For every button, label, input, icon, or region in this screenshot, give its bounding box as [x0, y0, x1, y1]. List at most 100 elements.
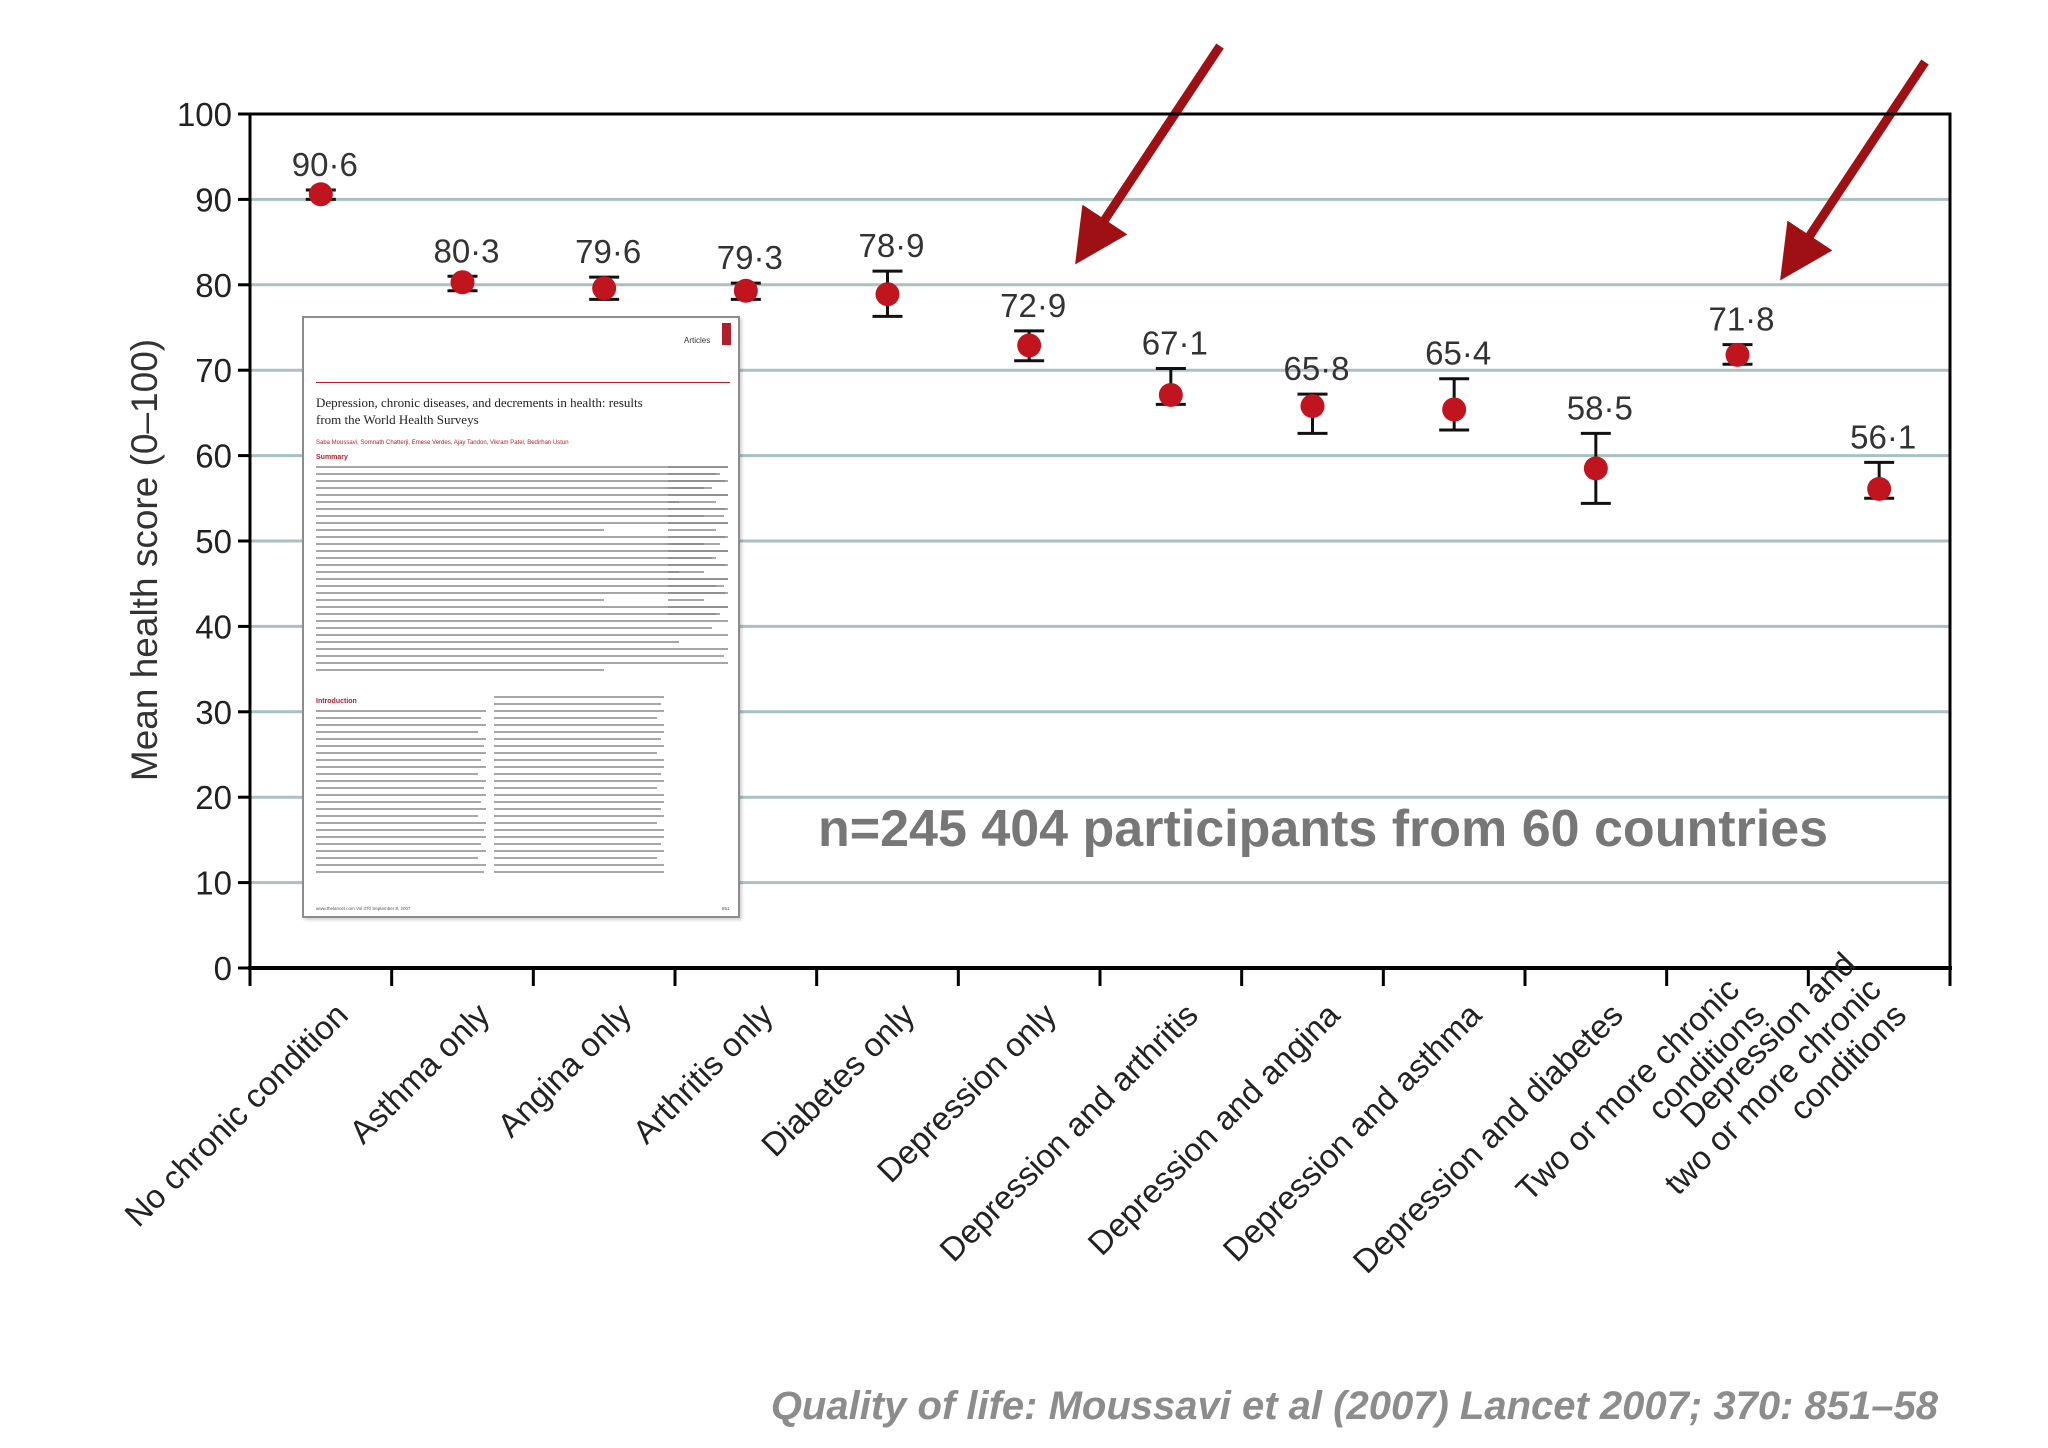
sample-size-note: n=245 404 participants from 60 countries — [818, 800, 1829, 858]
margin-notes — [668, 466, 728, 620]
text-line — [494, 815, 664, 817]
text-line — [316, 710, 486, 712]
data-point — [733, 278, 758, 303]
text-line — [494, 766, 664, 768]
introduction-heading: Introduction — [316, 698, 357, 705]
data-point — [1442, 397, 1467, 422]
data-label: 58·5 — [1567, 389, 1633, 426]
text-line — [316, 648, 728, 650]
text-line — [494, 850, 664, 852]
y-tick-label: 40 — [195, 608, 232, 645]
text-line — [316, 480, 728, 482]
x-tick-label: Depression and asthma — [1216, 995, 1489, 1268]
y-axis-title: Mean health score (0–100) — [124, 339, 165, 781]
text-line — [668, 557, 716, 559]
x-tick-label: Arthritis only — [625, 996, 780, 1151]
y-tick-label: 30 — [195, 694, 232, 731]
y-tick-labels: 0 10 20 30 40 50 60 70 80 90 100 — [177, 96, 232, 987]
x-tick-label-line: Arthritis only — [625, 996, 780, 1151]
text-line — [316, 466, 728, 468]
text-line — [316, 627, 712, 629]
data-point — [1300, 394, 1325, 419]
text-line — [316, 564, 728, 566]
data-label: 71·8 — [1708, 301, 1774, 338]
text-line — [494, 752, 658, 754]
data-label: 78·9 — [858, 227, 924, 264]
data-label: 67·1 — [1142, 324, 1208, 361]
data-point — [308, 182, 333, 207]
text-line — [316, 508, 728, 510]
text-line — [668, 508, 725, 510]
data-label: 80·3 — [433, 232, 499, 269]
data-point — [1725, 342, 1750, 367]
axes — [238, 112, 1952, 986]
text-line — [668, 494, 728, 496]
text-line — [668, 585, 716, 587]
text-line — [494, 738, 661, 740]
text-line — [494, 717, 658, 719]
y-tick-label: 50 — [195, 523, 232, 560]
x-tick-label-line: Angina only — [490, 996, 638, 1144]
text-line — [316, 557, 712, 559]
x-tick-label-line: Depression and asthma — [1216, 995, 1489, 1268]
text-line — [316, 571, 679, 573]
citation: Quality of life: Moussavi et al (2007) L… — [770, 1384, 1938, 1428]
text-line — [668, 578, 728, 580]
header-rule — [316, 382, 730, 383]
x-tick-label-line: Asthma only — [342, 996, 497, 1151]
data-point — [592, 276, 617, 301]
text-line — [494, 710, 664, 712]
text-line — [668, 522, 728, 524]
data-label: 56·1 — [1850, 418, 1916, 455]
data-label: 90·6 — [292, 146, 358, 183]
text-line — [316, 487, 712, 489]
text-line — [316, 536, 728, 538]
text-line — [668, 599, 704, 601]
data-points: 90·6 80·3 79·6 79·3 78·9 72·9 67·1 65·8 65·4 58·5… — [292, 146, 1916, 505]
text-line — [316, 871, 485, 873]
text-line — [316, 522, 728, 524]
data-point — [450, 270, 475, 295]
paper-thumbnail: Articles Depression, chronic diseases, a… — [302, 316, 740, 918]
text-line — [494, 801, 664, 803]
x-tick-label: Asthma only — [342, 996, 497, 1151]
x-tick-label-line: Depression and arthritis — [932, 996, 1205, 1269]
text-line — [668, 473, 716, 475]
text-line — [668, 592, 725, 594]
text-line — [494, 864, 664, 866]
text-line — [316, 738, 486, 740]
x-tick-label: No chronic condition — [117, 996, 355, 1234]
text-line — [316, 717, 481, 719]
text-line — [668, 564, 725, 566]
summary-text — [316, 466, 728, 676]
data-label: 79·3 — [717, 239, 783, 276]
annotation-arrow — [1780, 59, 1929, 281]
text-line — [316, 731, 478, 733]
y-tick-label: 60 — [195, 438, 232, 475]
text-line — [316, 850, 486, 852]
text-line — [668, 536, 725, 538]
text-line — [316, 843, 481, 845]
data-point — [875, 282, 900, 307]
text-line — [494, 745, 664, 747]
text-line — [494, 857, 658, 859]
text-line — [316, 543, 720, 545]
text-line — [316, 592, 728, 594]
data-point — [1583, 456, 1608, 481]
text-line — [494, 696, 664, 698]
y-tick-label: 70 — [195, 352, 232, 389]
text-line — [316, 655, 724, 657]
text-line — [668, 480, 725, 482]
text-line — [316, 585, 724, 587]
text-line — [668, 550, 728, 552]
text-line — [316, 501, 679, 503]
text-line — [494, 822, 658, 824]
text-line — [316, 780, 486, 782]
paper-authors: Saba Moussavi, Somnath Chatterji, Emese … — [316, 440, 569, 446]
y-tick-label: 0 — [214, 950, 232, 987]
text-line — [316, 473, 720, 475]
x-tick-label-line: No chronic condition — [117, 996, 355, 1234]
paper-title: Depression, chronic diseases, and decrem… — [316, 395, 643, 427]
paper-page-number: 851 — [722, 906, 730, 911]
